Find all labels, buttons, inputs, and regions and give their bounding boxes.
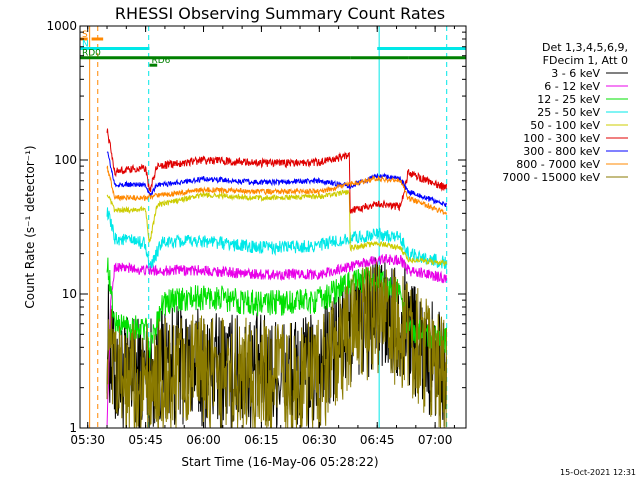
render-timestamp: 15-Oct-2021 12:31 — [560, 468, 636, 477]
series-line — [106, 257, 447, 364]
legend-entry-label: 6 - 12 keV — [544, 80, 600, 93]
legend-entry-label: 800 - 7000 keV — [516, 158, 600, 171]
x-axis-label: Start Time (16-May-06 05:28:22) — [181, 455, 378, 469]
legend-entry-label: 3 - 6 keV — [551, 67, 600, 80]
legend-header-line-2: FDecim 1, Att 0 — [543, 54, 628, 67]
series-line — [106, 189, 447, 267]
x-tick-label: 06:45 — [360, 433, 395, 447]
x-tick-label: 05:30 — [70, 433, 105, 447]
legend-entry-label: 300 - 800 keV — [523, 145, 600, 158]
series-line — [106, 128, 447, 214]
y-tick-label: 10 — [62, 287, 77, 301]
series-line — [106, 261, 447, 429]
legend: Det 1,3,4,5,6,9, FDecim 1, Att 0 3 - 6 k… — [502, 41, 628, 184]
series-line — [106, 165, 447, 215]
x-tick-label: 06:15 — [244, 433, 279, 447]
y-axis: 1 10 100 1000 — [46, 19, 466, 435]
y-axis-label: Count Rate (s⁻¹ detector⁻¹) — [23, 145, 37, 308]
flag-label: RD6 — [151, 56, 170, 66]
flag-label: RD0 — [82, 49, 101, 59]
legend-header-line-1: Det 1,3,4,5,6,9, — [542, 41, 628, 54]
x-tick-label: 06:00 — [186, 433, 221, 447]
flag-label: N — [82, 39, 89, 49]
legend-entry-label: 7000 - 15000 keV — [502, 171, 600, 184]
y-tick-label: 1 — [69, 421, 77, 435]
flag-label: S — [82, 30, 88, 40]
plot-area: SN RD6 RD0 — [80, 26, 466, 429]
x-tick-label: 07:00 — [418, 433, 453, 447]
x-axis: 05:30 05:45 06:00 06:15 06:30 06:45 07:00 — [70, 26, 455, 447]
legend-entry-label: 25 - 50 keV — [537, 106, 600, 119]
y-tick-label: 100 — [54, 153, 77, 167]
legend-entry-label: 50 - 100 keV — [530, 119, 600, 132]
chart-title: RHESSI Observing Summary Count Rates — [115, 4, 445, 23]
legend-entry-label: 12 - 25 keV — [537, 93, 600, 106]
x-tick-label: 06:30 — [302, 433, 337, 447]
x-tick-label: 05:45 — [128, 433, 163, 447]
y-tick-label: 1000 — [46, 19, 77, 33]
plot-frame — [79, 25, 467, 429]
series-line — [106, 253, 447, 429]
series-line — [106, 207, 447, 270]
legend-entry-label: 100 - 300 keV — [523, 132, 600, 145]
